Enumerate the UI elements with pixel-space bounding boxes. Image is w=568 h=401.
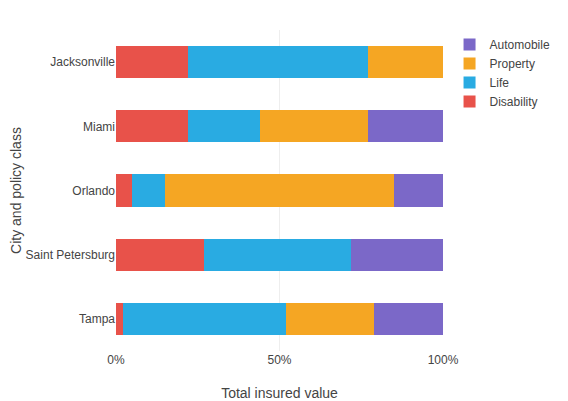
svg-text:Life: Life <box>490 76 510 90</box>
svg-text:Tampa: Tampa <box>79 312 115 326</box>
svg-text:Property: Property <box>490 57 535 71</box>
svg-text:Jacksonville: Jacksonville <box>50 55 115 69</box>
svg-text:0%: 0% <box>107 353 125 367</box>
svg-text:Miami: Miami <box>83 120 115 134</box>
svg-text:Automobile: Automobile <box>490 38 550 52</box>
svg-text:City and policy class: City and policy class <box>8 127 24 254</box>
svg-text:Total insured value: Total insured value <box>221 385 338 401</box>
svg-text:Disability: Disability <box>490 95 538 109</box>
svg-text:50%: 50% <box>267 353 291 367</box>
svg-text:Orlando: Orlando <box>72 184 115 198</box>
svg-text:Saint Petersburg: Saint Petersburg <box>26 248 115 262</box>
svg-text:100%: 100% <box>428 353 459 367</box>
